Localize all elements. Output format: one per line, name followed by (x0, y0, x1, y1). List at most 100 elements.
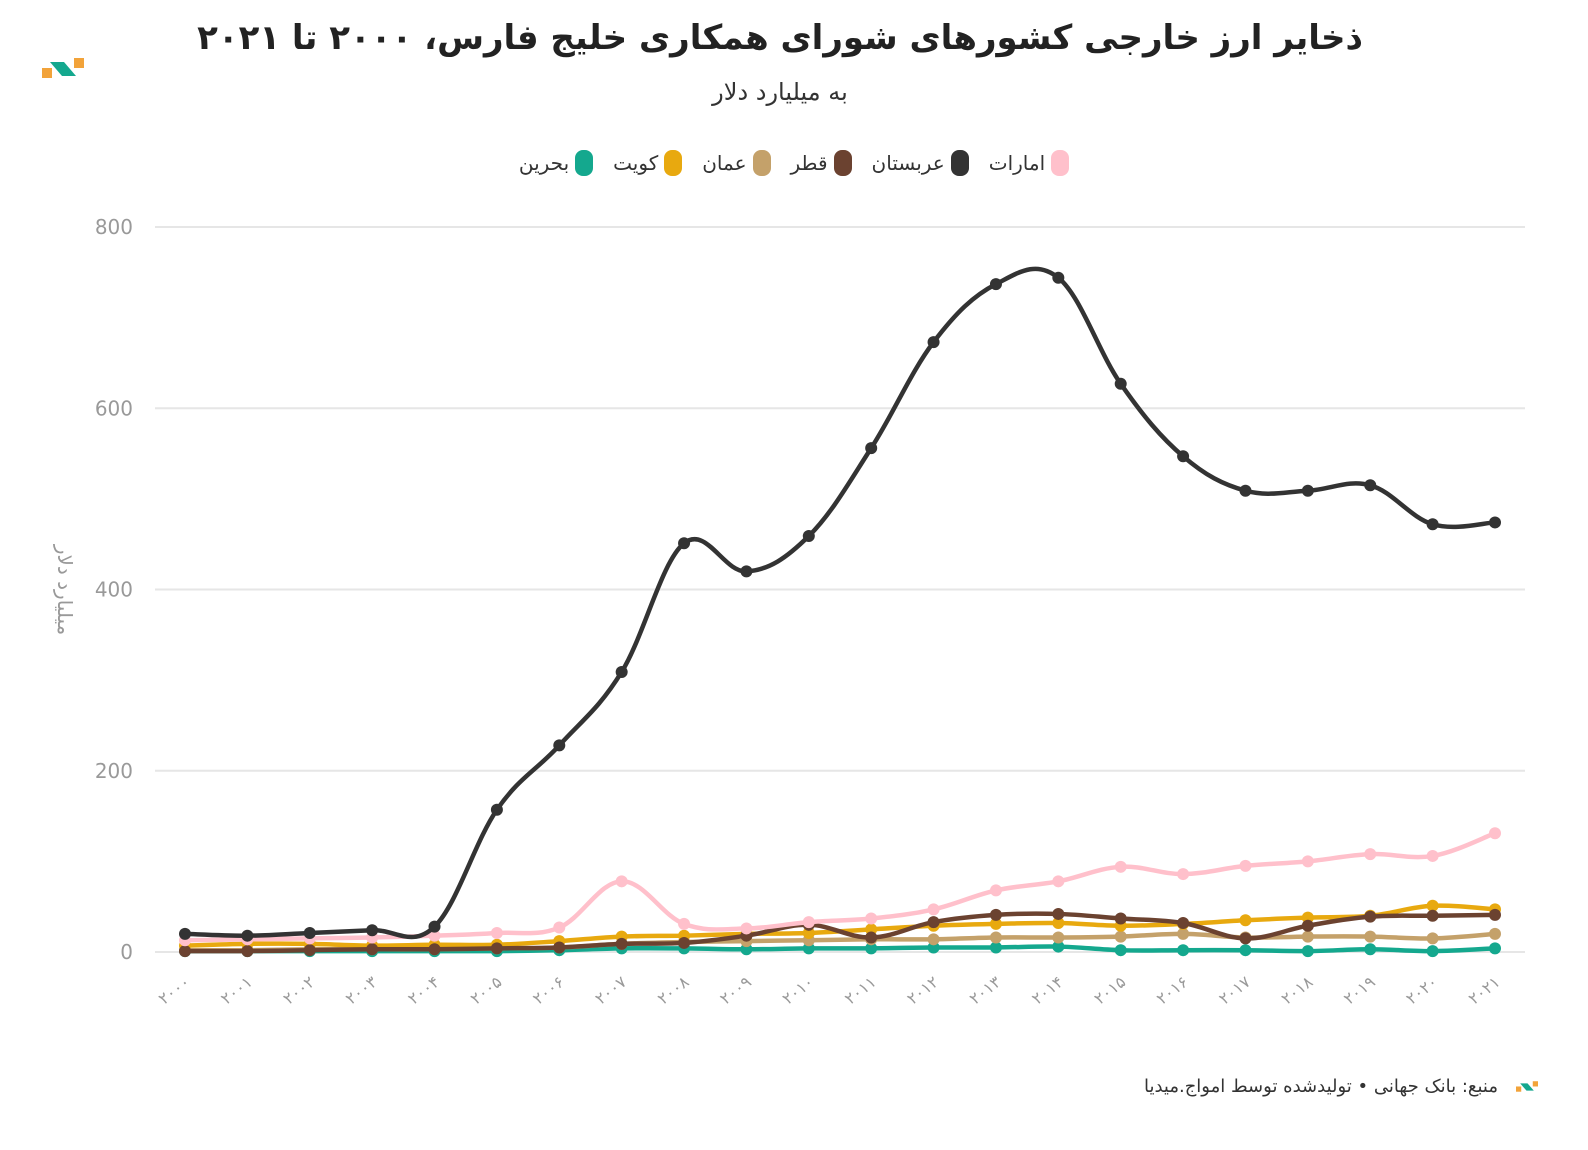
y-tick-label: 200 (95, 759, 133, 783)
data-point (615, 875, 628, 888)
chart-subtitle: به میلیارد دلار (712, 78, 848, 106)
chart-legend: امارات عربستان قطر عمان کویت بحرین (0, 150, 1588, 176)
data-point (1426, 909, 1439, 922)
legend-swatch (950, 150, 969, 176)
legend-item[interactable]: کویت (613, 150, 683, 176)
data-point (1489, 908, 1501, 921)
data-point (1364, 930, 1377, 943)
legend-label: عمان (702, 151, 747, 175)
data-point (1052, 940, 1065, 953)
data-point (1364, 479, 1377, 492)
legend-item[interactable]: عربستان (872, 150, 969, 176)
data-point (241, 929, 254, 942)
data-point (553, 739, 566, 752)
data-point (1489, 827, 1501, 840)
series-1 (179, 266, 1501, 942)
series-2 (179, 907, 1501, 958)
x-tick-label: ۲۰۱۶ (1153, 972, 1192, 1008)
legend-swatch (575, 150, 594, 176)
data-point (989, 941, 1002, 954)
legend-item[interactable]: قطر (791, 150, 852, 176)
data-point (553, 941, 566, 954)
data-point (1301, 919, 1314, 932)
x-tick-label: ۲۰۰۷ (591, 972, 630, 1008)
x-tick-label: ۲۰۰۸ (654, 972, 693, 1008)
x-tick-label: ۲۰۲۰ (1402, 972, 1441, 1008)
legend-label: عربستان (871, 151, 945, 175)
y-tick-label: 600 (95, 396, 133, 420)
y-tick-label: 800 (95, 215, 133, 239)
data-point (1426, 518, 1439, 531)
x-tick-label: ۲۰۰۱ (217, 972, 256, 1008)
data-point (490, 803, 503, 816)
x-tick-label: ۲۰۰۰ (155, 972, 194, 1008)
legend-label: امارات (988, 151, 1046, 175)
brand-logo-small-icon (1516, 1081, 1538, 1092)
y-axis-title: میلیارد دلار (53, 544, 77, 635)
data-point (179, 927, 191, 940)
data-point (553, 921, 566, 934)
data-point (802, 530, 815, 543)
legend-label: قطر (790, 151, 828, 175)
data-point (989, 908, 1002, 921)
data-point (1177, 450, 1190, 463)
data-point (1114, 912, 1127, 925)
data-point (989, 884, 1002, 897)
data-point (989, 917, 1002, 930)
x-tick-label: ۲۰۱۹ (1340, 972, 1379, 1008)
data-point (1301, 930, 1314, 943)
data-point (927, 916, 940, 929)
data-point (1489, 942, 1501, 955)
legend-item[interactable]: عمان (702, 150, 771, 176)
legend-label: بحرین (518, 151, 570, 175)
data-point (678, 537, 691, 550)
series-line (182, 911, 1498, 954)
x-tick-label: ۲۰۰۵ (467, 972, 506, 1008)
data-point (740, 922, 753, 935)
data-point (490, 942, 503, 955)
y-tick-label: 0 (120, 940, 133, 964)
data-point (989, 931, 1002, 944)
data-point (179, 945, 191, 958)
data-point (428, 920, 441, 933)
x-tick-label: ۲۰۰۶ (529, 972, 568, 1008)
data-point (1426, 945, 1439, 958)
data-point (1114, 930, 1127, 943)
data-point (740, 565, 753, 578)
data-point (927, 903, 940, 916)
data-point (678, 936, 691, 949)
series-line (182, 266, 1498, 940)
legend-item[interactable]: امارات (988, 150, 1070, 176)
x-tick-label: ۲۰۱۴ (1028, 972, 1067, 1008)
y-tick-label: 400 (95, 578, 133, 602)
data-point (490, 926, 503, 939)
x-tick-label: ۲۰۱۲ (903, 972, 942, 1008)
data-point (927, 933, 940, 946)
data-point (1426, 932, 1439, 945)
data-point (1364, 910, 1377, 923)
data-point (1301, 945, 1314, 958)
data-point (1177, 944, 1190, 957)
data-point (1239, 859, 1252, 872)
data-point (1052, 271, 1065, 284)
data-point (1239, 944, 1252, 957)
legend-swatch (752, 150, 771, 176)
data-point (241, 945, 254, 958)
data-point (1114, 944, 1127, 957)
data-point (1177, 868, 1190, 881)
data-point (1239, 484, 1252, 497)
legend-label: کویت (613, 151, 659, 175)
data-point (428, 943, 441, 956)
data-point (802, 916, 815, 929)
data-point (1364, 848, 1377, 861)
data-point (865, 442, 878, 455)
legend-item[interactable]: بحرین (518, 150, 594, 176)
data-point (1114, 377, 1127, 390)
data-point (1301, 855, 1314, 868)
x-tick-label: ۲۰۱۵ (1090, 972, 1129, 1008)
x-tick-label: ۲۰۰۳ (342, 972, 381, 1008)
data-point (615, 665, 628, 678)
data-point (428, 929, 441, 942)
data-point (865, 942, 878, 955)
